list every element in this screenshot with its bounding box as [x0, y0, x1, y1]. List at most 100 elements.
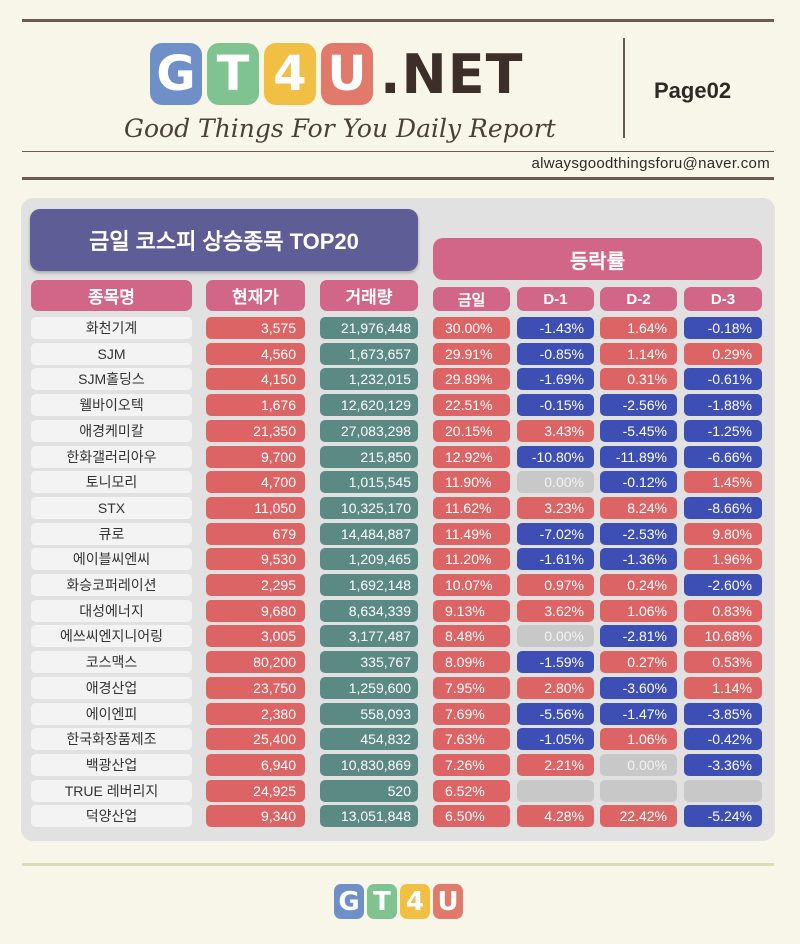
change-today: 6.50%: [433, 805, 510, 827]
current-price: 9,680: [206, 600, 305, 622]
change-today: 20.15%: [433, 420, 510, 442]
change-d1: -0.85%: [517, 343, 594, 365]
change-d2: -3.60%: [600, 677, 677, 699]
stock-name: 화천기계: [31, 317, 192, 339]
table-row: 에쓰씨엔지니어링 3,005 3,177,487 8.48% 0.00% -2.81% 10…: [0, 625, 800, 647]
change-today: 7.26%: [433, 754, 510, 776]
trade-volume: 8,634,339: [320, 600, 418, 622]
change-d2: 1.64%: [600, 317, 677, 339]
footer-logo-letter-u: U: [433, 884, 463, 919]
header-divider: [623, 38, 625, 138]
trade-volume: 14,484,887: [320, 523, 418, 545]
current-price: 3,005: [206, 625, 305, 647]
change-d3: -1.88%: [684, 394, 762, 416]
change-d1: 2.80%: [517, 677, 594, 699]
change-d3: -0.42%: [684, 728, 762, 750]
change-d1: -10.80%: [517, 446, 594, 468]
change-today: 10.07%: [433, 574, 510, 596]
current-price: 2,380: [206, 703, 305, 725]
footer-logo-letter-4: 4: [400, 884, 430, 919]
change-today: 7.69%: [433, 703, 510, 725]
change-today: 12.92%: [433, 446, 510, 468]
current-price: 1,676: [206, 394, 305, 416]
stock-name: 에쓰씨엔지니어링: [31, 625, 192, 647]
change-d1: -1.05%: [517, 728, 594, 750]
stock-name: SJM: [31, 343, 192, 365]
trade-volume: 1,209,465: [320, 548, 418, 570]
change-d3: 1.14%: [684, 677, 762, 699]
table-row: 토니모리 4,700 1,015,545 11.90% 0.00% -0.12% 1.45%: [0, 471, 800, 493]
current-price: 4,560: [206, 343, 305, 365]
change-today: 11.62%: [433, 497, 510, 519]
trade-volume: 3,177,487: [320, 625, 418, 647]
rate-header: 등락률: [433, 238, 762, 280]
change-d1: 0.97%: [517, 574, 594, 596]
current-price: 6,940: [206, 754, 305, 776]
change-d1: -1.43%: [517, 317, 594, 339]
trade-volume: 13,051,848: [320, 805, 418, 827]
site-logo[interactable]: G T 4 U .NET: [150, 42, 523, 106]
current-price: 21,350: [206, 420, 305, 442]
change-d3: -8.66%: [684, 497, 762, 519]
stock-name: 백광산업: [31, 754, 192, 776]
change-today: 30.00%: [433, 317, 510, 339]
change-d3: [684, 780, 762, 802]
trade-volume: 1,692,148: [320, 574, 418, 596]
column-header-today: 금일: [433, 287, 510, 311]
change-d1: 3.43%: [517, 420, 594, 442]
change-today: 6.52%: [433, 780, 510, 802]
table-row: STX 11,050 10,325,170 11.62% 3.23% 8.24% -8.66…: [0, 497, 800, 519]
change-d3: 1.96%: [684, 548, 762, 570]
footer-logo[interactable]: G T 4 U: [334, 884, 466, 919]
change-d2: 0.27%: [600, 651, 677, 673]
table-row: 웰바이오텍 1,676 12,620,129 22.51% -0.15% -2.56% -1…: [0, 394, 800, 416]
current-price: 25,400: [206, 728, 305, 750]
page-label: Page02: [654, 78, 732, 103]
stock-name: 토니모리: [31, 471, 192, 493]
logo-letter-t: T: [207, 43, 259, 105]
column-header-price: 현재가: [206, 280, 305, 311]
current-price: 679: [206, 523, 305, 545]
change-d2: 1.06%: [600, 600, 677, 622]
change-d2: -1.36%: [600, 548, 677, 570]
change-d3: 0.29%: [684, 343, 762, 365]
change-d2: 0.00%: [600, 754, 677, 776]
change-d1: 0.00%: [517, 471, 594, 493]
change-d2: -1.47%: [600, 703, 677, 725]
trade-volume: 1,259,600: [320, 677, 418, 699]
change-d1: -0.15%: [517, 394, 594, 416]
change-d3: -0.18%: [684, 317, 762, 339]
change-d1: 3.62%: [517, 600, 594, 622]
change-d3: 0.53%: [684, 651, 762, 673]
change-today: 8.48%: [433, 625, 510, 647]
stock-name: SJM홀딩스: [31, 368, 192, 390]
change-d1: 4.28%: [517, 805, 594, 827]
change-d1: 3.23%: [517, 497, 594, 519]
change-d2: [600, 780, 677, 802]
change-d3: 1.45%: [684, 471, 762, 493]
trade-volume: 1,015,545: [320, 471, 418, 493]
logo-suffix: .NET: [380, 42, 524, 106]
change-d3: -3.36%: [684, 754, 762, 776]
lower-rule: [22, 177, 774, 180]
change-d1: 0.00%: [517, 625, 594, 647]
column-header-d2: D-2: [600, 287, 677, 311]
current-price: 9,700: [206, 446, 305, 468]
table-row: 백광산업 6,940 10,830,869 7.26% 2.21% 0.00% -3.36%: [0, 754, 800, 776]
column-header-d3: D-3: [684, 287, 762, 311]
table-row: 화천기계 3,575 21,976,448 30.00% -1.43% 1.64% -0.1…: [0, 317, 800, 339]
change-d2: -11.89%: [600, 446, 677, 468]
change-today: 22.51%: [433, 394, 510, 416]
trade-volume: 215,850: [320, 446, 418, 468]
change-d1: [517, 780, 594, 802]
contact-email[interactable]: alwaysgoodthingsforu@naver.com: [531, 155, 770, 172]
trade-volume: 558,093: [320, 703, 418, 725]
change-d1: -1.69%: [517, 368, 594, 390]
trade-volume: 21,976,448: [320, 317, 418, 339]
trade-volume: 1,232,015: [320, 368, 418, 390]
table-row: 애경산업 23,750 1,259,600 7.95% 2.80% -3.60% 1.14%: [0, 677, 800, 699]
stock-name: 대성에너지: [31, 600, 192, 622]
change-d1: -1.59%: [517, 651, 594, 673]
change-d2: 0.31%: [600, 368, 677, 390]
stock-name: 큐로: [31, 523, 192, 545]
